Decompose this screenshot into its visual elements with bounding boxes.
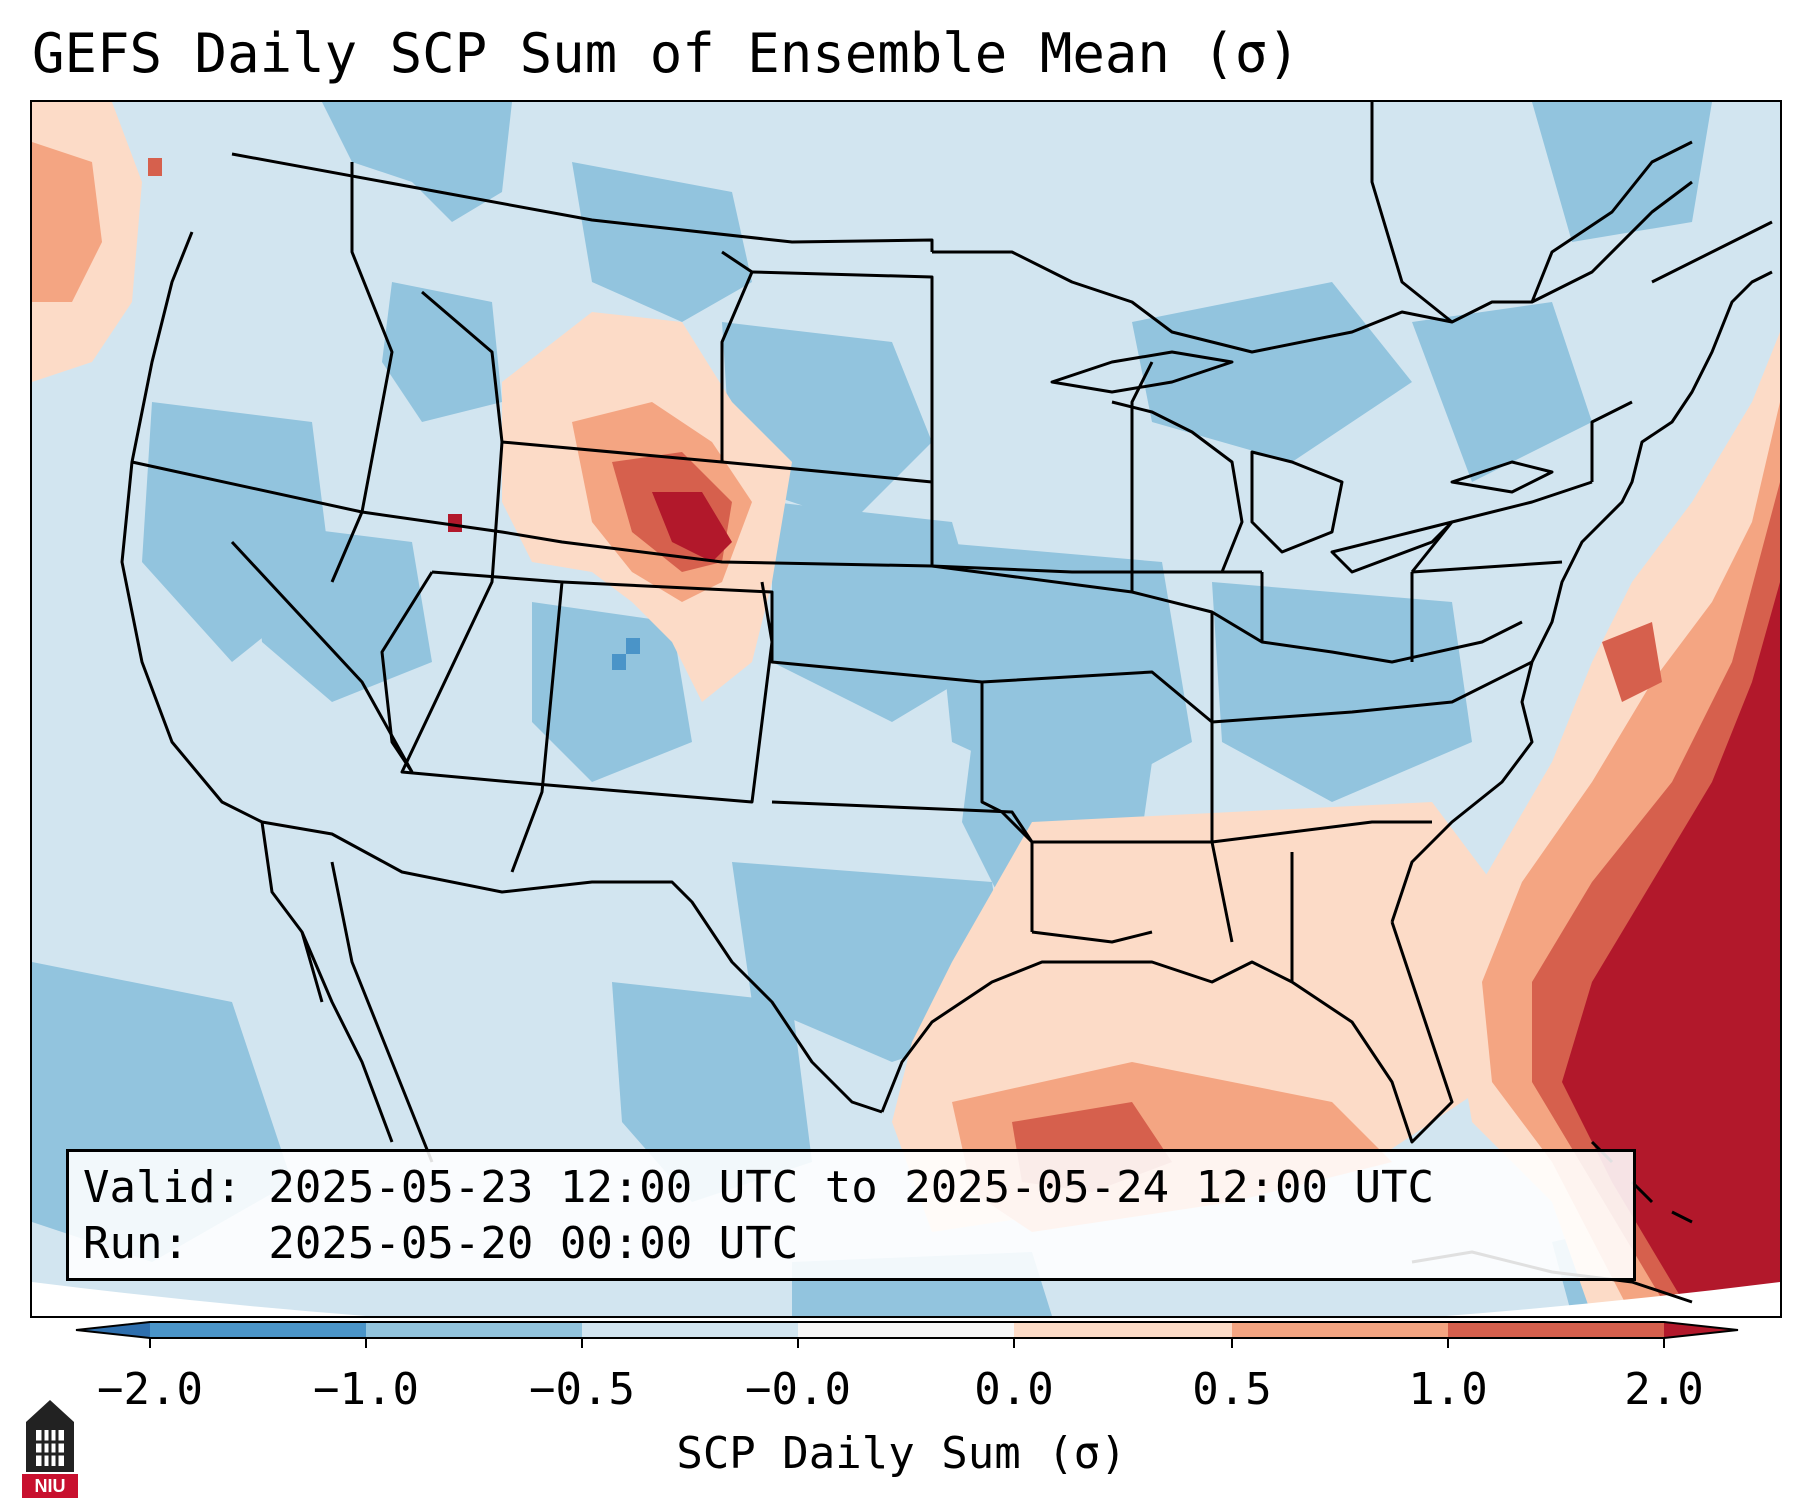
strong-negative-cells bbox=[612, 638, 640, 670]
lake-erie bbox=[1330, 520, 1454, 574]
colorbar-tick-label: 2.0 bbox=[1624, 1364, 1704, 1415]
colorbar-over-extension bbox=[1664, 1322, 1738, 1338]
colorbar-tick-label: −0.0 bbox=[745, 1364, 851, 1415]
run-time-text: Run: 2025-05-20 00:00 UTC bbox=[83, 1218, 799, 1269]
colorbar-bin bbox=[1448, 1322, 1664, 1338]
colorbar-bin bbox=[582, 1322, 798, 1338]
niu-logo-icon: NIU bbox=[22, 1400, 78, 1498]
colorbar-ticks bbox=[149, 1338, 1665, 1348]
projection-edge bbox=[32, 1282, 1780, 1316]
pacific-positive-anomaly bbox=[32, 102, 162, 382]
chart-title: GEFS Daily SCP Sum of Ensemble Mean (σ) bbox=[32, 22, 1300, 85]
colorbar-bin bbox=[1232, 1322, 1448, 1338]
lake-superior bbox=[1050, 350, 1234, 394]
validity-info-box: Valid: 2025-05-23 12:00 UTC to 2025-05-2… bbox=[66, 1149, 1636, 1281]
colorbar bbox=[75, 1321, 1739, 1348]
colorbar-bin bbox=[366, 1322, 582, 1338]
lake-huron bbox=[1250, 450, 1344, 554]
map-svg bbox=[32, 102, 1780, 1316]
east-coastline bbox=[1390, 270, 1773, 923]
lake-ontario bbox=[1450, 460, 1554, 494]
boundaries bbox=[120, 102, 1773, 1304]
negative-anomaly-patches bbox=[32, 102, 1780, 1316]
colorbar-tick-label: −0.5 bbox=[529, 1364, 635, 1415]
colorbar-tick-label: 0.0 bbox=[974, 1364, 1054, 1415]
colorbar-tick-label: −1.0 bbox=[313, 1364, 419, 1415]
us-mexico-border bbox=[261, 820, 883, 1114]
colorbar-bin bbox=[798, 1322, 1014, 1338]
us-canada-border bbox=[231, 152, 934, 252]
colorbar-label: SCP Daily Sum (σ) bbox=[676, 1428, 1127, 1479]
lake-michigan-shore bbox=[1111, 400, 1244, 573]
colorbar-bin bbox=[150, 1322, 366, 1338]
colorbar-tick-label: 1.0 bbox=[1408, 1364, 1488, 1415]
colorbar-tick-label: −2.0 bbox=[97, 1364, 203, 1415]
colorbar-tick-label: 0.5 bbox=[1192, 1364, 1272, 1415]
logo-text: NIU bbox=[35, 1476, 66, 1496]
west-coastline bbox=[120, 231, 324, 1003]
baja-coast bbox=[300, 931, 394, 1143]
colorbar-bin bbox=[1014, 1322, 1232, 1338]
valid-time-text: Valid: 2025-05-23 12:00 UTC to 2025-05-2… bbox=[83, 1162, 1435, 1213]
gulf-coastline bbox=[880, 921, 1454, 1144]
colorbar-under-extension bbox=[76, 1322, 150, 1338]
map-panel bbox=[30, 100, 1782, 1318]
atlantic-positive-anomaly bbox=[1452, 332, 1780, 1316]
